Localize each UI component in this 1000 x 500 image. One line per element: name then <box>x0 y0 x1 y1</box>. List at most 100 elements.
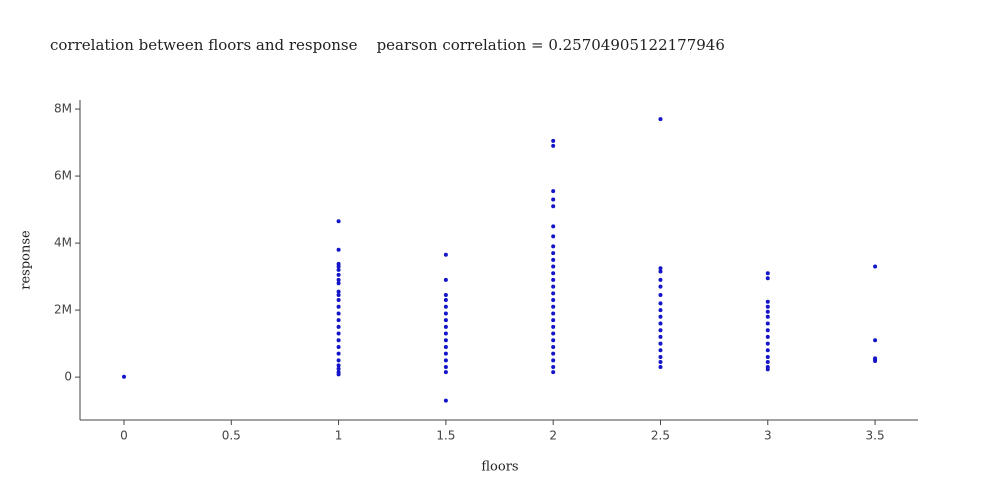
point <box>336 344 341 349</box>
point <box>551 143 556 148</box>
point <box>551 234 556 239</box>
point <box>658 348 663 353</box>
point <box>443 398 448 403</box>
point <box>336 311 341 316</box>
point <box>658 314 663 319</box>
point <box>551 291 556 296</box>
point <box>336 324 341 329</box>
x-tick-label: 1 <box>335 429 343 443</box>
x-tick-label: 0.5 <box>222 429 241 443</box>
point <box>551 338 556 343</box>
point <box>551 331 556 336</box>
point <box>551 365 556 370</box>
point <box>336 272 341 277</box>
chart-title: correlation between floors and response … <box>50 36 725 54</box>
point <box>551 324 556 329</box>
point <box>765 328 770 333</box>
point <box>551 224 556 229</box>
point <box>443 331 448 336</box>
point <box>443 252 448 257</box>
x-tick-label: 2 <box>549 429 557 443</box>
point <box>658 321 663 326</box>
point <box>551 244 556 249</box>
point <box>336 267 341 272</box>
point <box>765 271 770 276</box>
point <box>658 284 663 289</box>
point <box>551 251 556 256</box>
point <box>551 298 556 303</box>
point <box>443 351 448 356</box>
point <box>336 289 341 294</box>
point <box>336 318 341 323</box>
point <box>336 304 341 309</box>
point <box>551 271 556 276</box>
point <box>765 304 770 309</box>
y-tick-label: 2M <box>54 303 72 317</box>
point <box>658 328 663 333</box>
point <box>765 367 770 372</box>
point <box>873 338 878 343</box>
point <box>336 366 341 371</box>
point <box>336 358 341 363</box>
x-tick-label: 0 <box>120 429 128 443</box>
point <box>765 299 770 304</box>
point <box>336 293 341 298</box>
point <box>336 281 341 286</box>
point <box>551 189 556 194</box>
point <box>765 348 770 353</box>
point <box>336 298 341 303</box>
point <box>443 324 448 329</box>
point <box>551 204 556 209</box>
point <box>551 351 556 356</box>
point <box>551 344 556 349</box>
point <box>443 358 448 363</box>
point <box>551 138 556 143</box>
point <box>658 117 663 122</box>
point <box>443 293 448 298</box>
point <box>443 338 448 343</box>
point <box>658 365 663 370</box>
x-tick-label: 3.5 <box>866 429 885 443</box>
point <box>551 264 556 269</box>
point <box>658 277 663 282</box>
point <box>658 269 663 274</box>
point <box>658 308 663 313</box>
point <box>765 314 770 319</box>
point <box>658 266 663 271</box>
point <box>765 321 770 326</box>
point <box>551 284 556 289</box>
point <box>443 298 448 303</box>
point <box>765 276 770 281</box>
point <box>551 197 556 202</box>
point <box>336 351 341 356</box>
y-tick-label: 0 <box>64 370 72 384</box>
point <box>443 365 448 370</box>
point <box>336 372 341 377</box>
point <box>551 257 556 262</box>
x-tick-label: 2.5 <box>651 429 670 443</box>
point <box>658 293 663 298</box>
y-axis-label: response <box>19 230 34 290</box>
y-tick-label: 8M <box>54 102 72 116</box>
point <box>443 370 448 375</box>
point <box>336 277 341 282</box>
point <box>443 304 448 309</box>
point <box>658 360 663 365</box>
point <box>765 360 770 365</box>
point <box>658 301 663 306</box>
point <box>443 318 448 323</box>
point <box>336 219 341 224</box>
point <box>873 264 878 269</box>
point <box>873 359 878 364</box>
x-axis-label: floors <box>481 460 518 475</box>
point <box>765 341 770 346</box>
point <box>336 264 341 269</box>
point <box>765 355 770 360</box>
point <box>658 355 663 360</box>
point <box>336 331 341 336</box>
point <box>551 304 556 309</box>
point <box>551 277 556 282</box>
point <box>658 341 663 346</box>
point <box>658 334 663 339</box>
